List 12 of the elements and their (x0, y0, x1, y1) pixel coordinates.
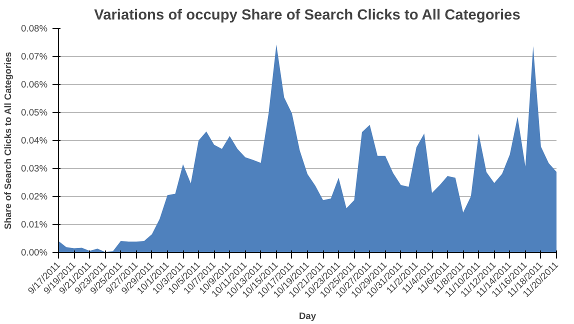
chart-title: Variations of occupy Share of Search Clicks to All Categories (94, 8, 520, 24)
y-tick-label: 0.08% (21, 24, 48, 34)
y-axis-title: Share of Search Clicks to All Categories (3, 52, 14, 230)
y-tick-label: 0.00% (21, 248, 48, 258)
y-tick-label: 0.02% (21, 192, 48, 202)
y-tick-label: 0.05% (21, 108, 48, 118)
y-tick-label: 0.01% (21, 220, 48, 230)
x-axis-title: Day (298, 311, 317, 322)
y-tick-label: 0.06% (21, 80, 48, 90)
y-tick-label: 0.04% (21, 136, 48, 146)
y-tick-label: 0.07% (21, 52, 48, 62)
y-tick-label: 0.03% (21, 164, 48, 174)
